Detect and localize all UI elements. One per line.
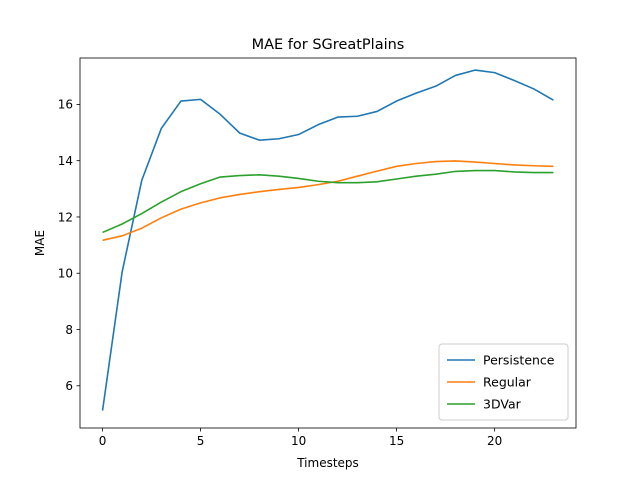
x-tick-label: 15: [389, 434, 404, 448]
legend-label-regular: Regular: [483, 375, 532, 390]
legend-label-3dvar: 3DVar: [483, 397, 522, 412]
plot-frame: [79, 57, 577, 429]
y-tick-label: 10: [58, 267, 73, 281]
x-tick-label: 10: [291, 434, 306, 448]
y-tick-label: 14: [58, 154, 73, 168]
y-axis-label: MAE: [33, 230, 47, 256]
legend-label-persistence: Persistence: [483, 353, 555, 368]
series-line-regular: [102, 160, 554, 242]
plot-lines: [101, 69, 554, 411]
x-tick-label: 5: [197, 434, 205, 448]
x-tick-label: 0: [99, 434, 107, 448]
x-axis-label: Timesteps: [296, 456, 359, 470]
x-tick-label: 20: [487, 434, 502, 448]
y-tick-label: 8: [65, 323, 73, 337]
y-tick-label: 16: [58, 98, 73, 112]
legend-box: [438, 343, 569, 421]
chart-title: MAE for SGreatPlains: [252, 37, 405, 53]
series-line-persistence: [101, 69, 554, 411]
series-line-3dvar: [102, 169, 554, 234]
legend: Persistence Regular 3DVar: [438, 343, 569, 421]
y-tick-label: 6: [65, 379, 73, 393]
y-tick-label: 12: [58, 210, 73, 224]
axis-ticks: 0 5 10 15 20 6 8 10 12 14 16: [58, 98, 503, 448]
